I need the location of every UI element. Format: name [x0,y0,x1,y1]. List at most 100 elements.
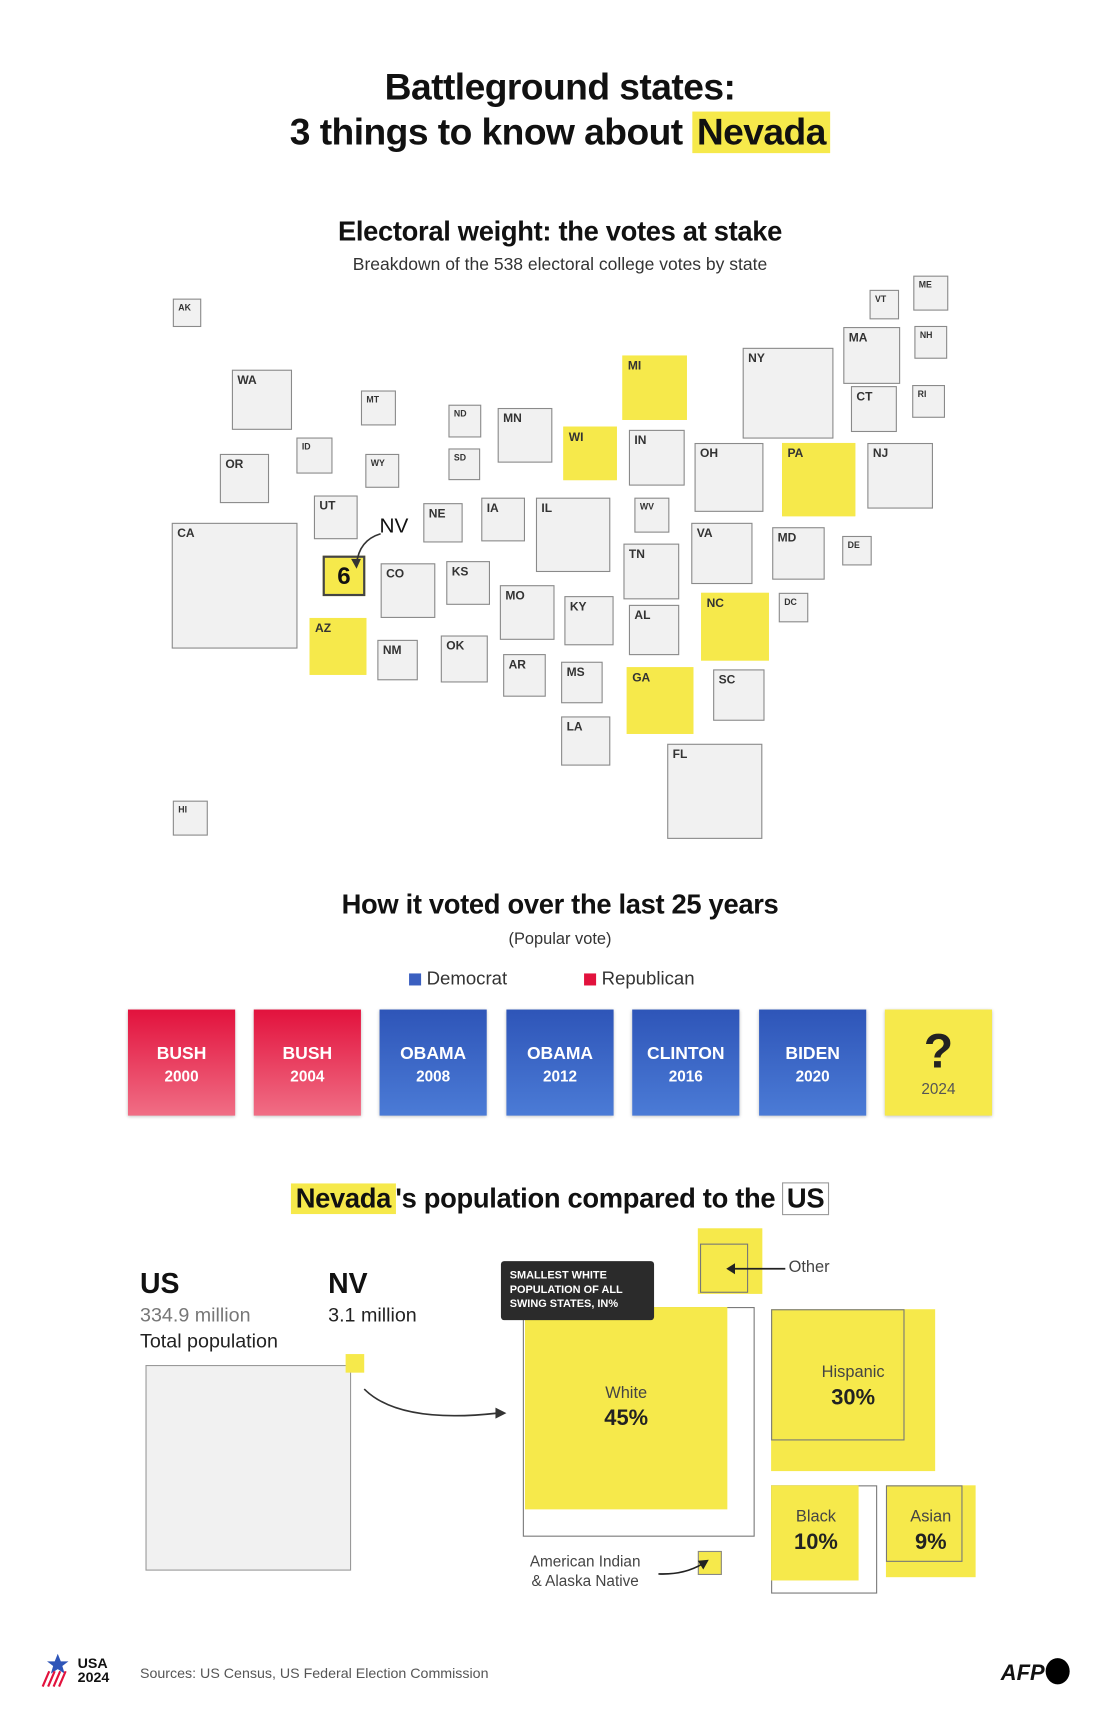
democrat-swatch [409,973,422,986]
nv-pop-value: 3.1 million [328,1303,417,1326]
state-box-sd: SD [448,448,481,481]
state-box-wy: WY [365,453,400,488]
vote-result-2020: BIDEN 2020 [759,1009,867,1116]
usa-2024-logo [39,1653,74,1689]
election-year: 2024 [921,1079,956,1098]
vote-result-2004: BUSH 2004 [253,1009,361,1116]
sources: Sources: US Census, US Federal Election … [140,1664,489,1682]
legend-democrat: Democrat [409,968,507,990]
state-box-wi: WI [563,426,617,481]
election-year: 2000 [164,1067,199,1086]
state-box-oh: OH [694,442,764,512]
black-label: Black 10% [771,1507,861,1555]
curved-arrow-icon [363,1388,507,1419]
title-highlight: Nevada [291,1183,396,1215]
state-box-sc: SC [713,669,765,721]
nv-label: NV [379,515,409,539]
nv-arrow-icon [351,532,381,569]
star-stripes-icon [41,1653,69,1687]
state-box-ia: IA [481,497,525,542]
vote-result-2012: OBAMA 2012 [506,1009,614,1116]
afp-logo: AFP [1001,1658,1070,1686]
state-box-az: AZ [309,617,367,675]
nv-pop-label: NV [328,1266,368,1300]
election-year: 2004 [290,1067,325,1086]
legend-label: Republican [601,967,695,989]
state-box-wa: WA [231,369,293,430]
callout-label: SMALLEST WHITE POPULATION OF ALL SWING S… [500,1261,655,1321]
state-box-me: ME [913,275,949,311]
title-highlight: Nevada [692,111,831,154]
title-boxed: US [782,1182,829,1216]
electoral-title: Electoral weight: the votes at stake [337,216,783,248]
afp-text: AFP [1000,1661,1045,1686]
hispanic-outline [771,1309,905,1441]
state-box-la: LA [561,716,611,766]
election-year: 2020 [795,1067,830,1086]
group-value: 30% [831,1385,876,1410]
winner-name: ? [923,1024,954,1079]
state-box-co: CO [380,563,436,618]
state-box-al: AL [628,604,680,656]
aian-label: American Indian & Alaska Native [514,1551,656,1590]
state-box-nc: NC [701,592,769,661]
electoral-subtitle: Breakdown of the 538 electoral college v… [352,255,768,275]
state-box-de: DE [842,535,872,566]
history-title: How it voted over the last 25 years [341,889,779,920]
asian-outline [885,1485,963,1562]
state-box-ga: GA [626,667,694,734]
state-box-mt: MT [360,390,396,426]
usa-2024-text: USA 2024 [78,1656,110,1684]
election-year: 2016 [668,1067,703,1086]
other-square [697,1228,763,1294]
state-box-ok: OK [440,635,488,683]
republican-swatch [584,973,597,986]
state-box-ny: NY [742,347,834,439]
election-year: 2012 [542,1067,578,1086]
other-arrow-icon [726,1263,786,1275]
state-box-in: IN [628,429,685,486]
us-caption: Total population [140,1330,278,1352]
title-middle: 's population compared to the [395,1183,776,1215]
state-box-id: ID [296,437,333,474]
winner-name: CLINTON [647,1044,725,1064]
state-box-ct: CT [850,386,897,433]
winner-name: BUSH [282,1044,333,1064]
legend-republican: Republican [584,968,695,990]
winner-name: OBAMA [526,1044,594,1064]
state-box-hi: HI [172,800,208,836]
state-box-mn: MN [497,407,553,463]
state-box-il: IL [535,497,611,573]
hispanic-square [771,1309,936,1472]
state-box-vt: VT [869,289,900,320]
title-line-1: Battleground states: [384,66,736,109]
election-year: 2008 [416,1067,451,1086]
group-label: White [605,1383,648,1403]
group-label: Black [795,1507,837,1526]
title-line-2: 3 things to know about Nevada [0,110,1120,155]
group-value: 45% [604,1406,649,1431]
logo-line: 2024 [77,1669,110,1686]
asian-label: Asian 9% [886,1507,976,1555]
afp-dot-icon [1045,1658,1070,1685]
history-subtitle: (Popular vote) [508,929,612,949]
group-label: Hispanic [821,1362,885,1382]
winner-name: BUSH [156,1044,207,1064]
population-title: Nevada's population compared to the US [0,1182,1120,1216]
state-box-va: VA [691,522,753,585]
vote-result-2000: BUSH 2000 [127,1009,236,1116]
us-population-square [145,1365,352,1571]
state-box-tn: TN [623,543,680,600]
state-box-ks: KS [446,561,490,605]
state-box-nm: NM [377,639,418,681]
state-box-ut: UT [313,495,358,540]
state-box-ar: AR [503,654,546,697]
nv-population-square [345,1354,365,1373]
winner-name: BIDEN [785,1044,840,1064]
us-value: 334.9 million [140,1303,251,1326]
state-box-pa: PA [782,442,856,517]
state-box-nh: NH [914,325,948,359]
state-box-mi: MI [622,355,687,420]
legend-label: Democrat [426,967,508,989]
state-box-mo: MO [499,585,555,640]
